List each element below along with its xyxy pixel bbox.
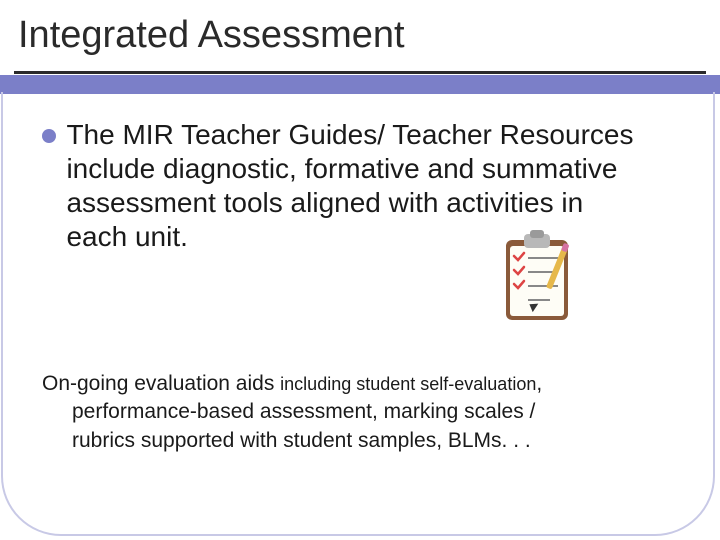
title-underline [14, 71, 706, 74]
slide: Integrated Assessment The MIR Teacher Gu… [0, 0, 720, 540]
clipboard-checklist-icon [480, 224, 590, 334]
bullet-dot-icon [42, 129, 56, 143]
sub-line1: On-going evaluation aids including stude… [42, 372, 542, 395]
slide-title: Integrated Assessment [18, 14, 405, 57]
sub-text-block: On-going evaluation aids including stude… [42, 370, 662, 455]
